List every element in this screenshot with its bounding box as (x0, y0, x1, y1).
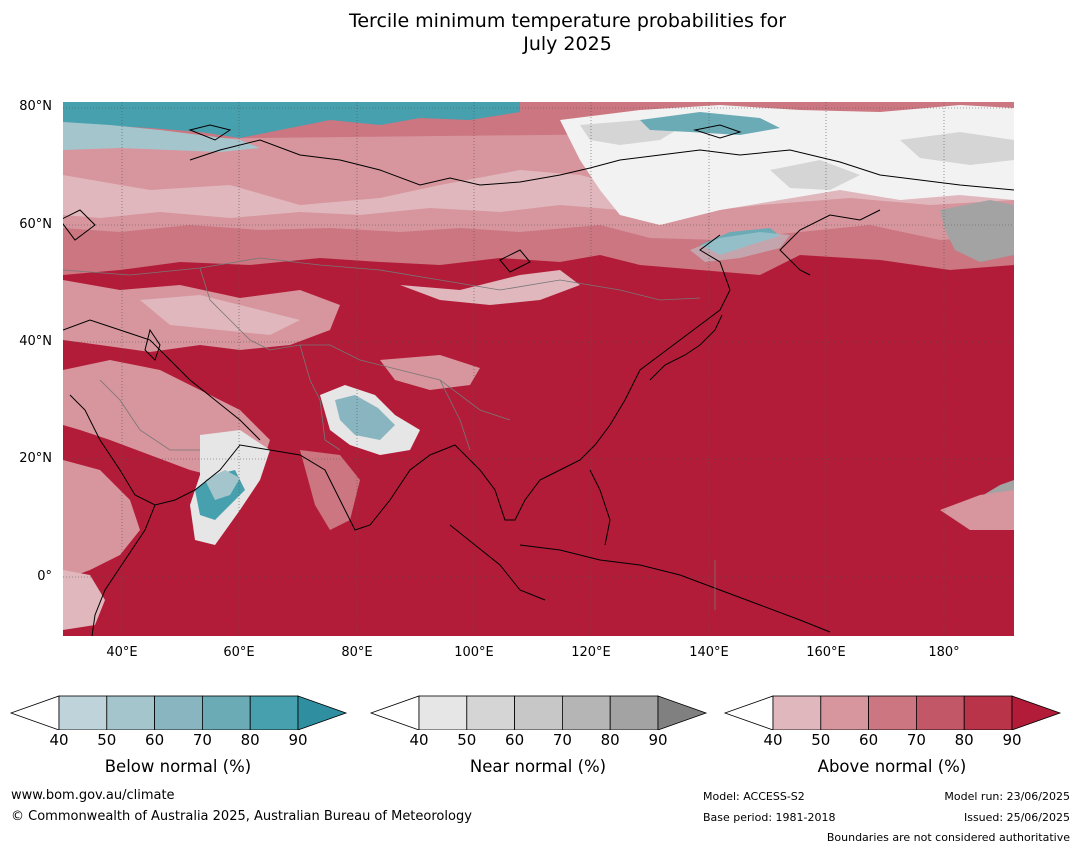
colorbar-near-segment-4 (562, 695, 611, 730)
mongolia-above-light (400, 270, 580, 305)
country-borders (63, 257, 716, 610)
lon-label-180: 180° (928, 645, 960, 660)
northeast-near-light (580, 120, 1014, 190)
map-title: Tercile minimum temperature probabilitie… (0, 10, 1081, 56)
colorbar-below-tick: 40 (49, 731, 69, 749)
graticule (63, 102, 1014, 636)
lon-label-80e: 80°E (341, 645, 373, 660)
colorbar-near-tick: 50 (457, 731, 477, 749)
lat-label-80n: 80°N (19, 99, 52, 114)
footer-base-period: Base period: 1981-2018 (703, 811, 836, 824)
colorbar-below-tick: 50 (97, 731, 117, 749)
northeast-near-normal (560, 105, 1014, 225)
colorbar-near-segment-3 (514, 695, 563, 730)
arctic-below-light (63, 122, 260, 152)
colorbars (9, 695, 1062, 730)
lon-label-100e: 100°E (454, 645, 494, 660)
pacific-above-light (940, 490, 1014, 530)
colorbar-above-tick: 60 (859, 731, 879, 749)
lon-label-140e: 140°E (689, 645, 729, 660)
colorbar-above-segment-1 (772, 695, 822, 730)
lon-label-40e: 40°E (106, 645, 138, 660)
colorbar-above-tick: 90 (1002, 731, 1022, 749)
tibet-faint (380, 355, 480, 390)
footer-issued: Issued: 25/06/2025 (963, 811, 1070, 824)
colorbar-below-normal (9, 695, 348, 730)
colorbar-above-tick: 80 (954, 731, 974, 749)
horn-africa-above-light (63, 460, 140, 580)
lat-label-0: 0° (37, 569, 52, 584)
footer-url: www.bom.gov.au/climate (11, 788, 175, 803)
colorbar-near-segment-5 (609, 695, 659, 730)
colorbar-below-tick: 80 (240, 731, 260, 749)
colorbar-below-max-extend (297, 695, 348, 730)
footer-copyright: © Commonwealth of Australia 2025, Austra… (11, 809, 472, 824)
lat-label-20n: 20°N (19, 451, 52, 466)
colorbar-below-segment-2 (106, 695, 156, 730)
coastlines (63, 124, 1014, 636)
colorbar-near-tick: 90 (648, 731, 668, 749)
probability-map (63, 102, 1014, 636)
colorbar-near-tick: 40 (409, 731, 429, 749)
colorbar-above-tick: 50 (811, 731, 831, 749)
colorbar-label-near: Near normal (%) (469, 757, 607, 776)
colorbar-above-segment-4 (916, 695, 965, 730)
tibet-below-normal (335, 395, 395, 440)
lat-label-60n: 60°N (19, 217, 52, 232)
colorbar-below-segment-5 (249, 695, 299, 730)
lon-label-120e: 120°E (571, 645, 611, 660)
colorbar-below-tick: 90 (288, 731, 308, 749)
socotra-below (205, 470, 240, 500)
colorbar-below-tick: 60 (145, 731, 165, 749)
colorbar-below-segment-1 (58, 695, 108, 730)
footer-model: Model: ACCESS-S2 (703, 790, 805, 803)
lat-label-40n: 40°N (19, 334, 52, 349)
colorbar-label-below: Below normal (%) (104, 757, 252, 776)
colorbar-near-min-extend (369, 695, 420, 730)
laptev-below (640, 112, 780, 135)
colorbar-near-tick: 80 (600, 731, 620, 749)
colorbar-below-min-extend (9, 695, 60, 730)
colorbar-above-segment-3 (868, 695, 917, 730)
lon-label-60e: 60°E (223, 645, 255, 660)
east-siberia-near (940, 200, 1014, 262)
colorbar-near-tick: 60 (505, 731, 525, 749)
lon-label-160e: 160°E (806, 645, 846, 660)
colorbar-near-max-extend (657, 695, 708, 730)
okhotsk-below-light (690, 232, 790, 262)
colorbar-above-segment-5 (963, 695, 1013, 730)
colorbar-label-above: Above normal (%) (817, 757, 967, 776)
colorbar-above-segment-2 (820, 695, 869, 730)
title-line-1: Tercile minimum temperature probabilitie… (348, 10, 787, 32)
colorbar-below-tick: 70 (192, 731, 212, 749)
colorbar-near-segment-2 (466, 695, 515, 730)
colorbar-above-min-extend (723, 695, 774, 730)
colorbar-above-tick: 70 (906, 731, 926, 749)
footer-model-run: Model run: 23/06/2025 (944, 790, 1070, 803)
colorbar-above-tick: 40 (763, 731, 783, 749)
colorbar-near-segment-1 (418, 695, 468, 730)
colorbar-above-max-extend (1011, 695, 1062, 730)
arctic-below-normal (63, 102, 520, 138)
footer-disclaimer: Boundaries are not considered authoritat… (826, 831, 1070, 844)
colorbar-near-tick: 70 (552, 731, 572, 749)
central-asia-above-faint (140, 295, 300, 335)
colorbar-near-normal (369, 695, 708, 730)
colorbar-below-segment-3 (154, 695, 203, 730)
colorbar-below-segment-4 (201, 695, 251, 730)
title-line-2: July 2025 (523, 33, 612, 55)
colorbar-above-normal (723, 695, 1062, 730)
